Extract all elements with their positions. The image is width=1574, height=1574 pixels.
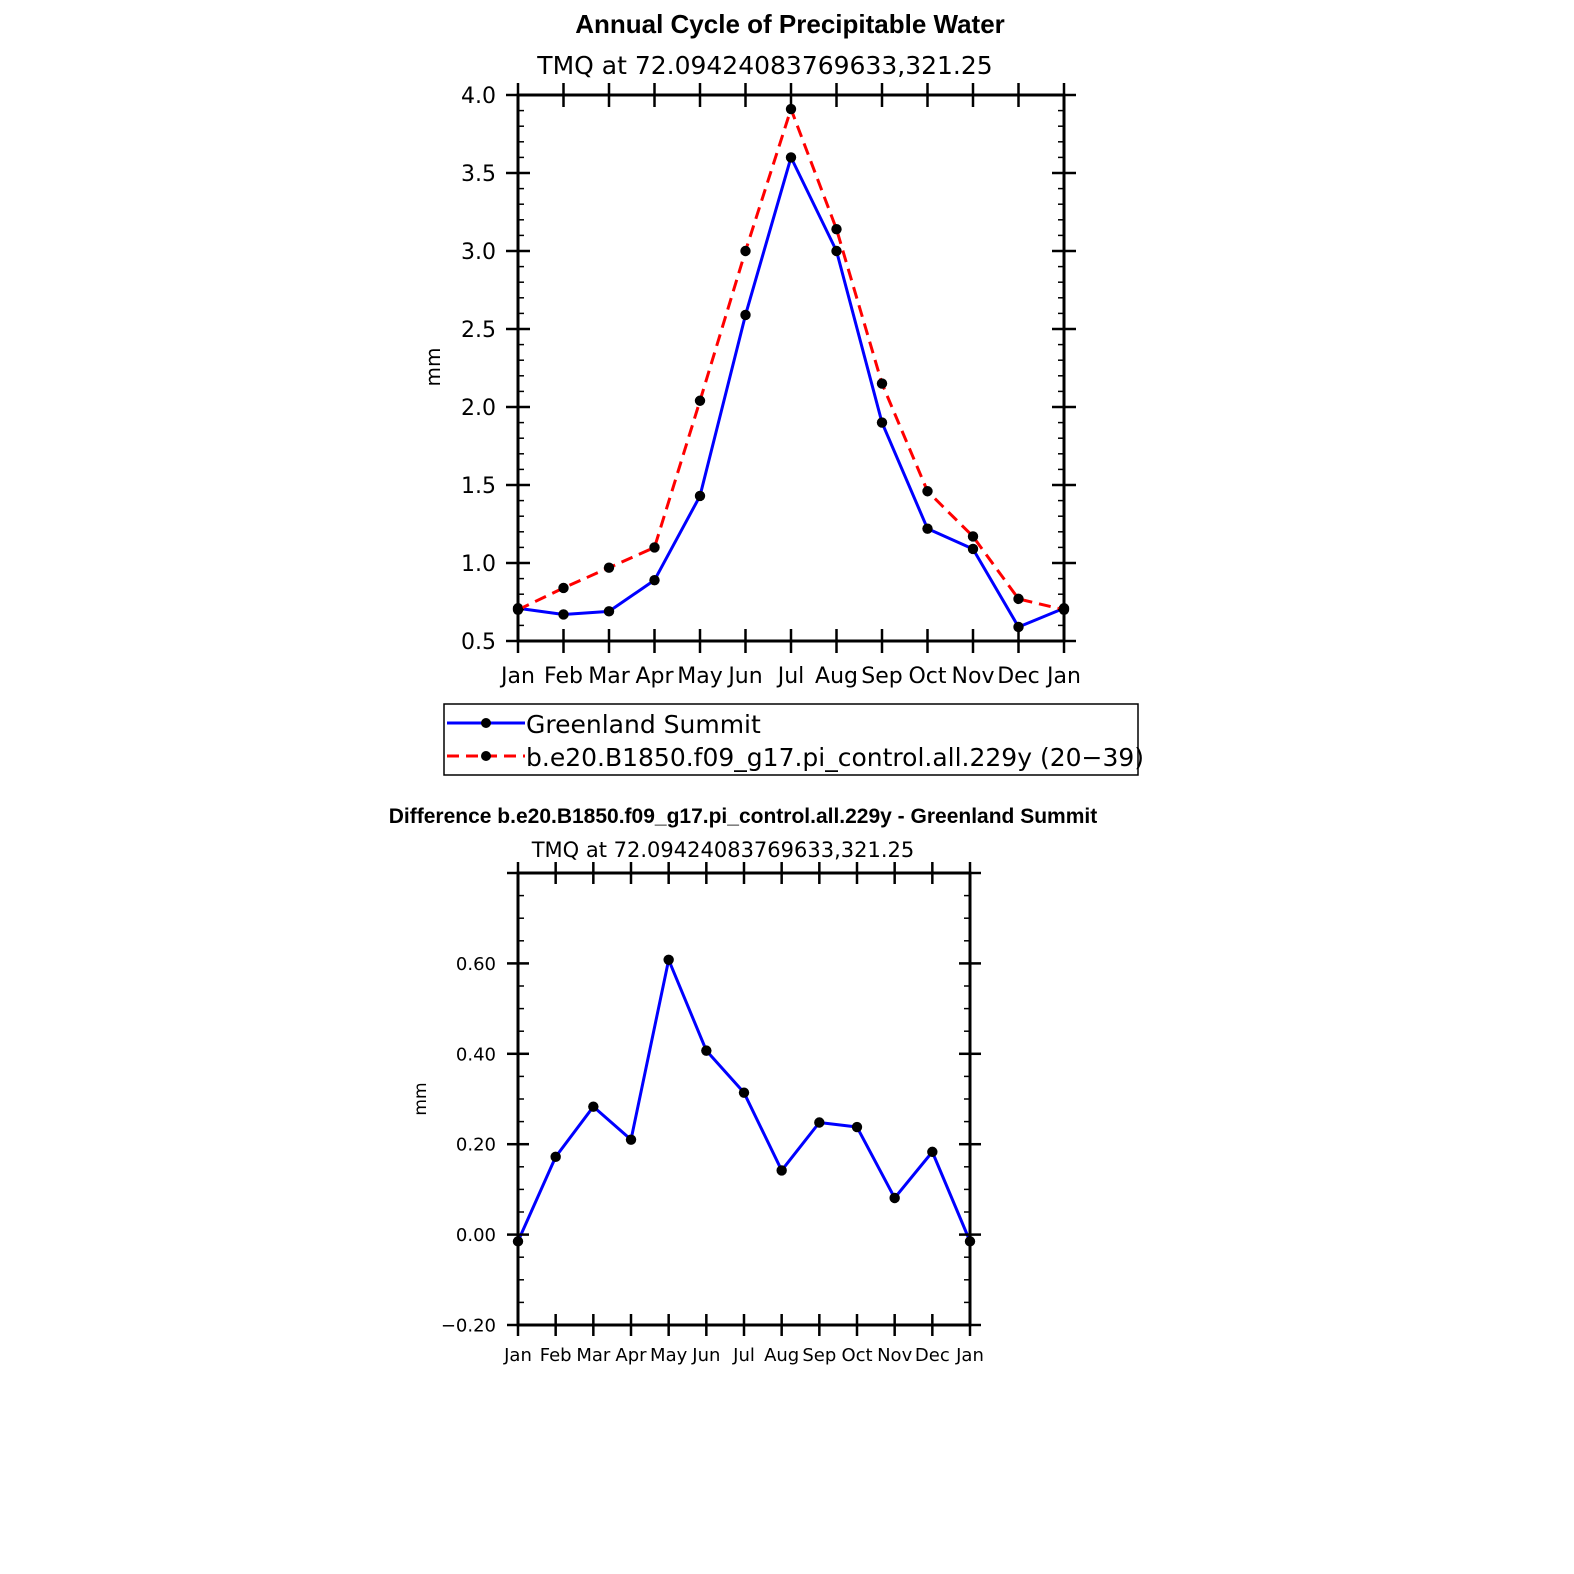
chart2-y-axis-label: mm — [411, 1082, 431, 1115]
data-point — [785, 103, 797, 115]
data-point — [649, 574, 660, 586]
data-point — [785, 152, 797, 163]
data-point — [876, 378, 888, 389]
data-point — [740, 245, 751, 257]
x-tick-label: Jul — [732, 1345, 755, 1366]
x-tick-label: Oct — [841, 1345, 872, 1366]
data-point — [649, 542, 660, 553]
x-tick-label: Aug — [764, 1345, 799, 1366]
data-point — [967, 543, 979, 555]
data-point — [967, 531, 979, 542]
x-tick-label: Mar — [588, 664, 630, 689]
data-point — [831, 245, 842, 257]
x-tick-label: Jun — [691, 1345, 720, 1366]
data-point — [588, 1101, 599, 1112]
y-tick-label: 3.0 — [461, 240, 496, 265]
x-tick-label: May — [677, 664, 722, 689]
legend-marker-greenland — [481, 718, 491, 728]
data-point — [814, 1117, 825, 1128]
data-point — [740, 309, 751, 321]
chart1-subtitle: TMQ at 72.09424083769633,321.25 — [536, 51, 992, 80]
chart2-title: Difference b.e20.B1850.f09_g17.pi_contro… — [389, 805, 1097, 828]
series-line-1 — [517, 107, 1065, 612]
data-point — [831, 223, 842, 235]
y-tick-label: 4.0 — [461, 84, 496, 109]
legend-label-greenland: Greenland Summit — [526, 710, 761, 739]
x-tick-label: Jan — [503, 1345, 532, 1366]
y-tick-label: 0.5 — [461, 630, 496, 655]
legend-label-model: b.e20.B1850.f09_g17.pi_control.all.229y … — [526, 743, 1144, 772]
y-tick-label: −0.20 — [441, 1315, 496, 1336]
data-point — [889, 1192, 900, 1204]
data-point — [927, 1146, 938, 1158]
y-tick-label: 0.60 — [456, 954, 496, 975]
data-point — [603, 562, 615, 573]
data-point — [876, 417, 888, 428]
data-point — [1013, 593, 1024, 605]
chart1-plot-frame — [516, 93, 1066, 643]
y-tick-label: 2.5 — [461, 318, 496, 343]
x-tick-label: Feb — [540, 1345, 572, 1366]
y-tick-label: 0.20 — [456, 1135, 496, 1156]
x-tick-label: Jan — [1045, 664, 1081, 689]
x-tick-label: Jul — [776, 664, 805, 689]
x-tick-label: Nov — [952, 664, 995, 689]
x-tick-label: Jun — [726, 664, 762, 689]
x-tick-label: Jan — [955, 1345, 984, 1366]
data-point — [558, 582, 569, 594]
data-point — [922, 486, 933, 497]
data-point — [851, 1121, 863, 1133]
x-tick-label: Nov — [877, 1345, 912, 1366]
data-point — [1013, 621, 1024, 633]
y-tick-label: 0.40 — [456, 1044, 496, 1065]
data-point — [694, 395, 706, 406]
x-tick-label: Dec — [915, 1345, 950, 1366]
x-tick-label: May — [650, 1345, 688, 1366]
chart2-plot-frame — [516, 871, 972, 1327]
data-point — [603, 606, 615, 617]
x-tick-label: Apr — [635, 664, 674, 689]
data-point — [550, 1151, 561, 1163]
data-point — [738, 1087, 750, 1098]
y-tick-label: 1.0 — [461, 552, 496, 577]
x-tick-label: Sep — [802, 1345, 836, 1366]
legend-marker-model — [481, 751, 491, 761]
x-tick-label: Feb — [544, 664, 583, 689]
chart1-legend: Greenland Summit b.e20.B1850.f09_g17.pi_… — [443, 703, 1144, 776]
chart1-y-axis-label: mm — [421, 348, 445, 387]
legend-box — [443, 703, 1139, 776]
y-tick-label: 2.0 — [461, 396, 496, 421]
x-tick-label: Jan — [499, 664, 535, 689]
chart1-title: Annual Cycle of Precipitable Water — [575, 9, 1005, 39]
difference-chart: Difference b.e20.B1850.f09_g17.pi_contro… — [389, 805, 1097, 1366]
y-tick-label: 0.00 — [456, 1225, 496, 1246]
x-tick-label: Sep — [861, 664, 902, 689]
x-tick-label: Aug — [815, 664, 858, 689]
annual-cycle-chart: Annual Cycle of Precipitable Water TMQ a… — [421, 9, 1081, 689]
data-point — [558, 609, 569, 620]
y-tick-label: 3.5 — [461, 162, 496, 187]
x-tick-label: Oct — [908, 664, 946, 689]
data-point — [694, 490, 706, 502]
x-tick-label: Apr — [615, 1345, 647, 1366]
data-point — [701, 1045, 712, 1056]
data-point — [625, 1134, 637, 1145]
x-tick-label: Dec — [997, 664, 1040, 689]
chart2-subtitle: TMQ at 72.09424083769633,321.25 — [531, 838, 915, 862]
data-point — [922, 523, 933, 534]
y-tick-label: 1.5 — [461, 474, 496, 499]
data-point — [663, 954, 674, 965]
series-line-0 — [517, 155, 1065, 629]
data-point — [776, 1165, 787, 1176]
series-line-0 — [516, 958, 972, 1242]
x-tick-label: Mar — [576, 1345, 611, 1366]
